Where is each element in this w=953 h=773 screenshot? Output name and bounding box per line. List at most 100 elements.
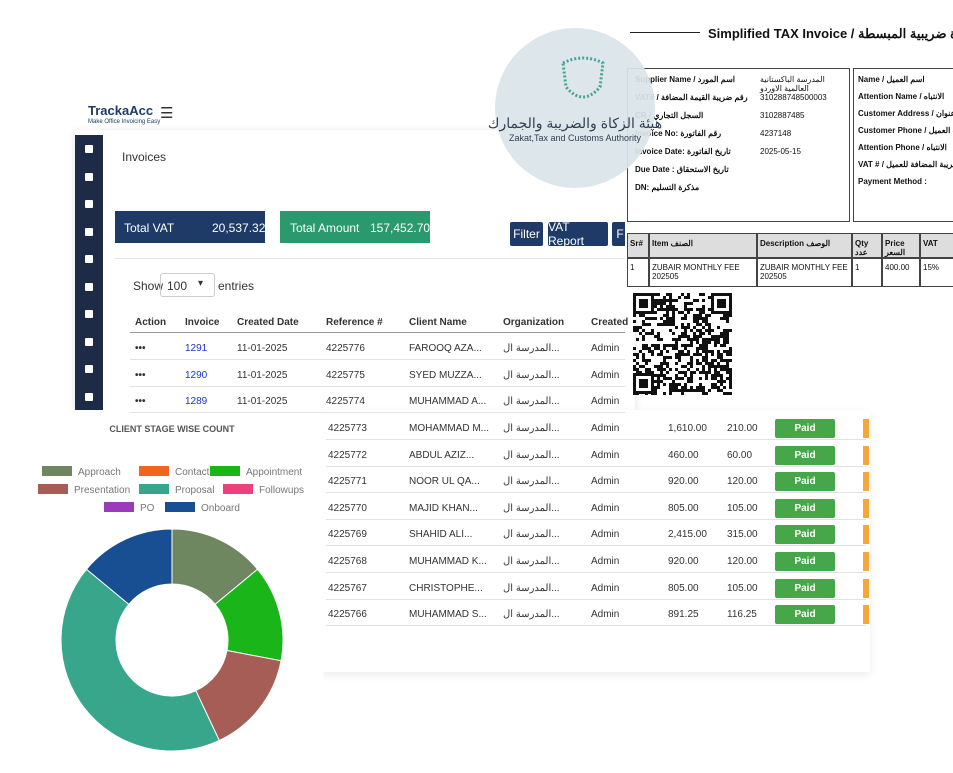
item-cell: ZUBAIR MONTHLY FEE 202505 <box>652 263 740 281</box>
qr-module <box>717 326 720 329</box>
qr-module <box>663 302 666 305</box>
qr-module <box>711 335 714 338</box>
status-badge[interactable]: Paid <box>775 445 835 465</box>
status-badge[interactable]: Paid <box>775 498 835 518</box>
vat-report-button[interactable]: VAT Report <box>548 220 608 248</box>
status-badge[interactable]: Paid <box>775 525 835 545</box>
cell-vat: 315.00 <box>727 529 758 541</box>
column-header: Client Name <box>409 317 467 328</box>
qr-module <box>699 329 702 332</box>
qr-module <box>714 365 717 368</box>
qr-module <box>687 344 690 347</box>
cell-invoice[interactable]: 1291 <box>185 343 208 354</box>
cell-reference: 4225767 <box>328 582 367 594</box>
sidebar-icon[interactable] <box>85 227 93 236</box>
sidebar-icon[interactable] <box>85 365 93 373</box>
qr-module <box>678 389 681 392</box>
donut-chart: CLIENT STAGE WISE COUNT Approach Contact A… <box>38 424 304 752</box>
qr-module <box>714 341 717 344</box>
qr-module <box>696 329 699 332</box>
cell-organization: المدرسة ال... <box>503 396 560 407</box>
qr-module <box>684 344 687 347</box>
status-badge[interactable]: Paid <box>775 552 835 571</box>
qr-module <box>714 335 717 338</box>
legend-label: Appointment <box>246 467 302 478</box>
sidebar-icon[interactable] <box>85 172 93 181</box>
qr-module <box>702 389 705 392</box>
qr-module <box>669 344 672 347</box>
qr-module <box>720 383 723 386</box>
qr-module <box>729 374 732 377</box>
qr-module <box>702 305 705 308</box>
cell-client: MUHAMMAD A... <box>409 396 487 407</box>
item-cell: 1 <box>630 263 635 272</box>
authority-emblem <box>561 56 605 99</box>
status-badge[interactable]: Paid <box>775 605 835 625</box>
cell-action[interactable]: ••• <box>135 396 146 407</box>
qr-module <box>645 344 648 347</box>
sidebar-icon[interactable] <box>85 337 93 346</box>
cell-invoice[interactable]: 1290 <box>185 369 208 381</box>
total-label: Total Amount <box>290 221 360 235</box>
qr-module <box>666 311 669 314</box>
qr-module <box>648 371 651 374</box>
cell-action[interactable]: ••• <box>135 369 146 381</box>
qr-module <box>645 323 648 326</box>
qr-module <box>642 320 645 323</box>
qr-module <box>660 380 663 383</box>
qr-module <box>681 326 684 329</box>
qr-module <box>669 296 672 299</box>
qr-module <box>654 317 657 320</box>
qr-module <box>696 338 699 341</box>
qr-module <box>702 365 705 368</box>
qr-module <box>699 293 702 296</box>
qr-module <box>681 392 684 395</box>
length-select[interactable] <box>160 273 215 297</box>
qr-module <box>675 383 678 386</box>
cell-invoice[interactable]: 1289 <box>185 396 208 407</box>
total-value: 20,537.32 <box>212 221 266 235</box>
qr-module <box>684 314 687 317</box>
sidebar-icon[interactable] <box>85 310 93 318</box>
sidebar-icon[interactable] <box>85 282 93 291</box>
cell-client: MAJID KHAN... <box>409 502 478 514</box>
status-badge[interactable]: Paid <box>775 472 835 492</box>
sidebar-icon[interactable] <box>85 255 93 263</box>
qr-module <box>714 371 717 374</box>
cell-action[interactable]: ••• <box>135 343 146 354</box>
customer-label: VAT # / ضريبة المضافة للعميل <box>858 160 953 169</box>
qr-module <box>645 362 648 365</box>
cell-organization: المدرسة ال... <box>503 502 560 514</box>
more-button[interactable]: F <box>612 222 628 246</box>
menu-icon[interactable]: ☰ <box>160 105 174 122</box>
sidebar-icon[interactable] <box>85 392 93 401</box>
status-badge[interactable]: Paid <box>775 578 835 598</box>
qr-module <box>729 386 732 389</box>
qr-module <box>654 299 657 302</box>
cell-vat: 105.00 <box>727 502 758 514</box>
qr-module <box>723 386 726 389</box>
qr-module <box>678 350 681 353</box>
qr-module <box>669 386 672 389</box>
qr-module <box>681 389 684 392</box>
qr-finder <box>639 299 648 308</box>
filter-button[interactable]: Filter <box>510 222 543 246</box>
qr-module <box>669 383 672 386</box>
qr-module <box>633 368 636 371</box>
qr-module <box>636 329 639 332</box>
qr-module <box>684 347 687 350</box>
status-badge[interactable]: Paid <box>775 419 835 438</box>
qr-module <box>636 326 639 329</box>
sidebar-icon[interactable] <box>85 145 93 153</box>
qr-module <box>657 353 660 356</box>
qr-module <box>702 293 705 296</box>
qr-module <box>723 317 726 320</box>
qr-module <box>720 380 723 383</box>
qr-module <box>690 308 693 311</box>
qr-module <box>633 359 636 362</box>
sidebar-icon[interactable] <box>85 200 93 208</box>
authority-english: Zakat,Tax and Customs Authority <box>508 133 642 143</box>
qr-module <box>636 338 639 341</box>
total-amount-card <box>280 211 430 243</box>
qr-module <box>693 314 696 317</box>
